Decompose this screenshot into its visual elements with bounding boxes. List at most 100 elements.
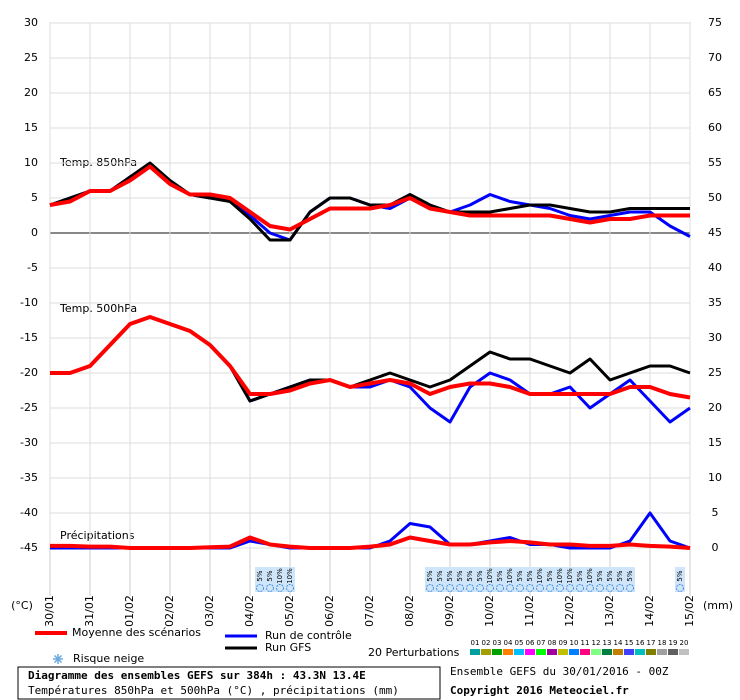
snow-marker: 5% — [465, 567, 475, 592]
snow-marker: 5% — [445, 567, 455, 592]
snow-marker: 5% — [595, 567, 605, 592]
y-tick-label: 30 — [24, 16, 38, 29]
footer-title: Diagramme des ensembles GEFS sur 384h : … — [28, 669, 366, 682]
snow-label: 5% — [266, 570, 274, 581]
perturbation-label: 03 — [493, 639, 502, 647]
snow-flake — [526, 584, 534, 592]
perturbation-label: 10 — [570, 639, 579, 647]
perturbation-label: 15 — [625, 639, 634, 647]
y-tick-label: -40 — [20, 506, 38, 519]
perturbation-swatch — [591, 649, 601, 655]
y-tick-label: -35 — [20, 471, 38, 484]
y-tick-label: -20 — [20, 366, 38, 379]
x-tick-label: 05/02 — [283, 595, 296, 627]
y-tick-label: -10 — [20, 296, 38, 309]
series-line — [49, 164, 690, 232]
perturbation-swatch — [646, 649, 656, 655]
snow-flake — [506, 584, 514, 592]
snow-flake — [516, 584, 524, 592]
x-tick-label: 12/02 — [563, 595, 576, 627]
x-tick-label: 10/02 — [483, 595, 496, 627]
perturbation-swatch — [547, 649, 557, 655]
snow-bg — [255, 567, 265, 592]
snow-marker: 5% — [605, 567, 615, 592]
snow-label: 5% — [446, 570, 454, 581]
y-tick-label: 10 — [24, 156, 38, 169]
snow-label: 5% — [596, 570, 604, 581]
copyright: Copyright 2016 Meteociel.fr — [450, 684, 629, 697]
snow-label: 10% — [286, 568, 294, 584]
snow-bg — [545, 567, 555, 592]
perturbations-label: 20 Perturbations — [368, 646, 460, 659]
snow-marker: 5% — [255, 567, 265, 592]
series-line — [50, 535, 691, 550]
y-tick-label: 20 — [24, 86, 38, 99]
y-tick-label: 5 — [31, 191, 38, 204]
snow-bg — [465, 567, 475, 592]
snow-bg — [485, 567, 495, 592]
x-tick-label: 08/02 — [403, 595, 416, 627]
snow-flake — [256, 584, 264, 592]
snow-bg — [475, 567, 485, 592]
snow-label: 5% — [626, 570, 634, 581]
perturbation-swatch — [514, 649, 524, 655]
snow-bg — [495, 567, 505, 592]
snow-bg — [455, 567, 465, 592]
snow-marker: 10% — [285, 567, 295, 592]
perturbation-label: 19 — [669, 639, 678, 647]
x-tick-label: 03/02 — [203, 595, 216, 627]
snow-flake — [466, 584, 474, 592]
snow-label: 5% — [426, 570, 434, 581]
y2-tick-label: 5 — [712, 506, 719, 519]
snow-label: 10% — [486, 568, 494, 584]
perturbation-label: 17 — [647, 639, 656, 647]
y2-tick-label: 50 — [708, 191, 722, 204]
perturbation-swatch — [635, 649, 645, 655]
perturbation-label: 07 — [537, 639, 546, 647]
y-tick-label: -30 — [20, 436, 38, 449]
y2-tick-label: 60 — [708, 121, 722, 134]
perturbation-label: 14 — [614, 639, 623, 647]
y2-unit: (mm) — [703, 599, 733, 612]
run-info: Ensemble GEFS du 30/01/2016 - 00Z — [450, 665, 669, 678]
series-line — [49, 161, 690, 242]
snow-flake — [536, 584, 544, 592]
perturbation-label: 09 — [559, 639, 568, 647]
perturbation-swatch — [569, 649, 579, 655]
y2-tick-label: 70 — [708, 51, 722, 64]
snow-flake — [476, 584, 484, 592]
x-tick-label: 02/02 — [163, 595, 176, 627]
snow-bg — [285, 567, 295, 592]
y-tick-label: 25 — [24, 51, 38, 64]
snow-flake — [276, 584, 284, 592]
perturbation-swatch — [536, 649, 546, 655]
snow-flake — [606, 584, 614, 592]
snow-marker: 5% — [525, 567, 535, 592]
y2-tick-label: 10 — [708, 471, 722, 484]
x-tick-label: 30/01 — [43, 595, 56, 627]
snow-label: 5% — [436, 570, 444, 581]
snow-label: 5% — [256, 570, 264, 581]
legend-label: Run de contrôle — [265, 629, 352, 642]
snow-marker: 5% — [265, 567, 275, 592]
perturbation-label: 20 — [680, 639, 689, 647]
perturbation-swatch — [613, 649, 623, 655]
perturbation-swatch — [525, 649, 535, 655]
snow-bg — [425, 567, 435, 592]
y-tick-label: 0 — [31, 226, 38, 239]
snow-bg — [605, 567, 615, 592]
x-tick-label: 13/02 — [603, 595, 616, 627]
snow-flake — [626, 584, 634, 592]
y2-tick-label: 25 — [708, 366, 722, 379]
perturbation-label: 05 — [515, 639, 524, 647]
snow-label: 5% — [526, 570, 534, 581]
snow-bg — [555, 567, 565, 592]
snow-marker: 10% — [275, 567, 285, 592]
snow-flake — [586, 584, 594, 592]
legend-label: Run GFS — [265, 641, 311, 654]
perturbation-swatch — [657, 649, 667, 655]
snow-flake — [546, 584, 554, 592]
x-tick-label: 07/02 — [363, 595, 376, 627]
